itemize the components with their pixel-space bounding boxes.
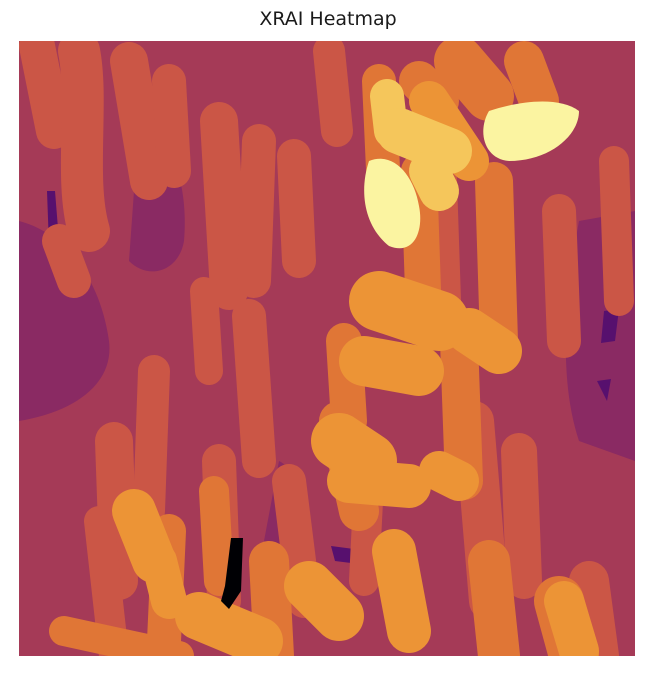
xrai-heatmap-image [19, 41, 635, 656]
figure-title: XRAI Heatmap [259, 8, 397, 30]
